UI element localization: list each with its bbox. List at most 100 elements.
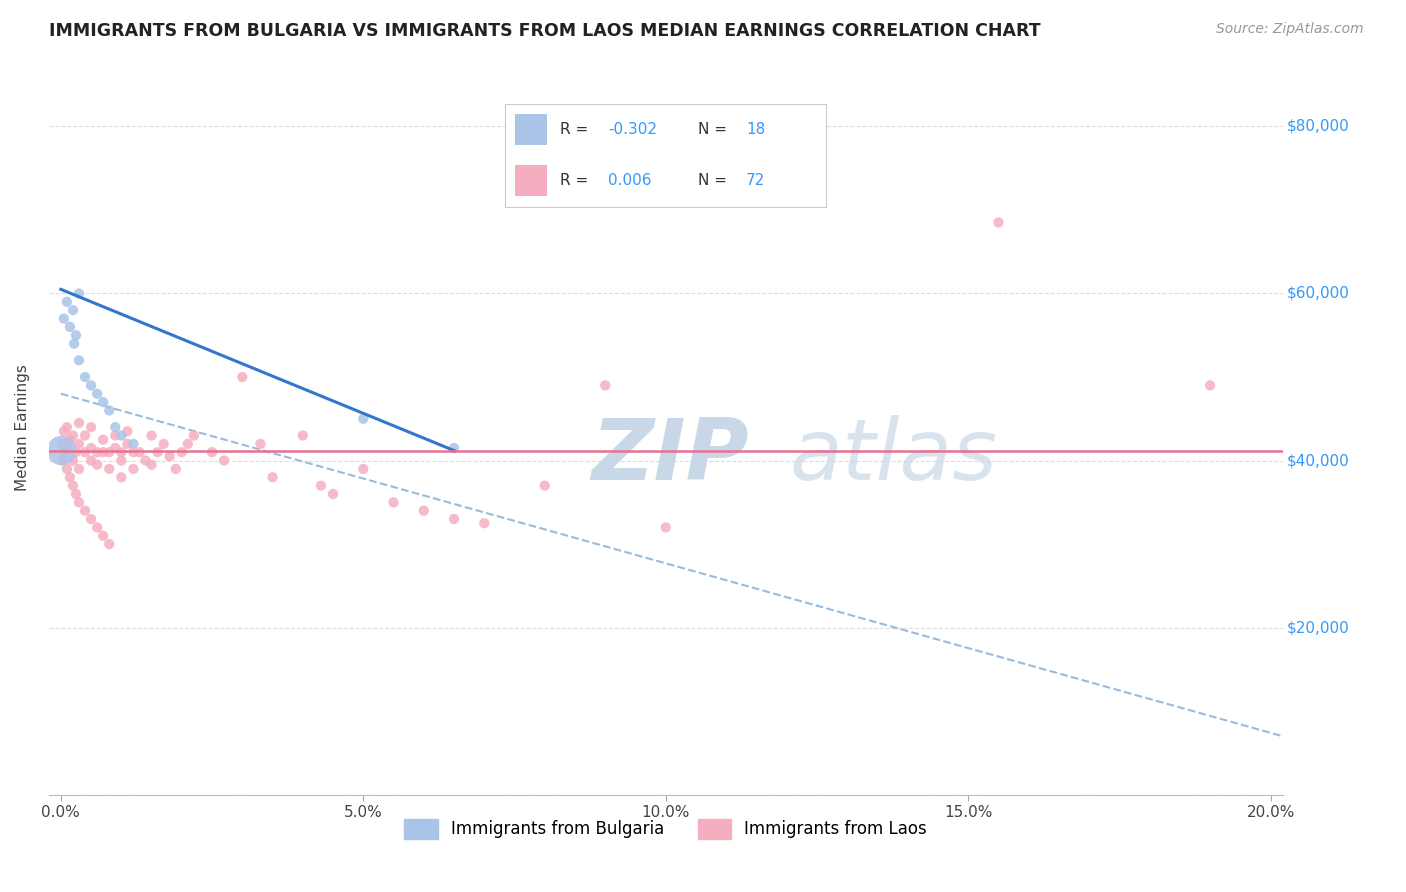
Point (117, 437, 139, 451)
Y-axis label: Median Earnings: Median Earnings (15, 364, 30, 491)
Point (443, 512, 465, 526)
Point (987, 215, 1010, 229)
Point (56, 420, 79, 434)
Point (59, 470, 82, 484)
Point (654, 520, 676, 534)
Point (141, 458, 163, 472)
Point (159, 450, 181, 464)
Point (98, 403, 121, 417)
Point (183, 428, 205, 442)
Point (146, 445, 169, 459)
Point (472, 516, 495, 531)
Text: Source: ZipAtlas.com: Source: ZipAtlas.com (1216, 22, 1364, 37)
Point (56, 294, 79, 309)
Text: IMMIGRANTS FROM BULGARIA VS IMMIGRANTS FROM LAOS MEDIAN EARNINGS CORRELATION CHA: IMMIGRANTS FROM BULGARIA VS IMMIGRANTS F… (49, 22, 1040, 40)
Point (231, 370, 253, 384)
Point (80, 378, 103, 392)
Point (59, 433, 82, 447)
Point (110, 453, 132, 467)
Point (73, 428, 96, 442)
Point (51, 437, 73, 451)
Point (80, 512, 103, 526)
Point (53, 445, 76, 459)
Point (98, 537, 121, 551)
Point (412, 504, 434, 518)
Text: ZIP: ZIP (592, 415, 749, 498)
Point (52, 311, 75, 326)
Point (170, 445, 193, 459)
Point (152, 437, 174, 451)
Point (122, 462, 145, 476)
Point (63, 336, 86, 351)
Point (117, 425, 139, 439)
Point (98, 462, 121, 476)
Text: atlas: atlas (789, 415, 997, 498)
Point (67, 462, 90, 476)
Point (91, 445, 114, 459)
Point (262, 470, 284, 484)
Point (86, 520, 108, 534)
Point (86, 386, 108, 401)
Legend: Immigrants from Bulgaria, Immigrants from Laos: Immigrants from Bulgaria, Immigrants fro… (398, 813, 934, 846)
Point (212, 453, 235, 467)
Point (201, 445, 224, 459)
Point (73, 504, 96, 518)
Point (135, 453, 157, 467)
Text: $60,000: $60,000 (1286, 286, 1350, 301)
Point (51, 443, 73, 458)
Point (122, 437, 145, 451)
Point (110, 428, 132, 442)
Point (80, 420, 103, 434)
Point (80, 441, 103, 455)
Point (352, 462, 374, 476)
Point (104, 441, 127, 455)
Point (533, 478, 555, 492)
Point (56, 462, 79, 476)
Point (56, 441, 79, 455)
Point (104, 428, 127, 442)
Point (122, 445, 145, 459)
Point (291, 428, 314, 442)
Point (62, 478, 84, 492)
Point (67, 437, 90, 451)
Point (62, 303, 84, 318)
Point (62, 453, 84, 467)
Point (73, 445, 96, 459)
Text: $80,000: $80,000 (1286, 119, 1350, 134)
Point (52, 453, 75, 467)
Point (62, 428, 84, 442)
Point (65, 487, 87, 501)
Point (443, 441, 465, 455)
Point (80, 453, 103, 467)
Point (91, 433, 114, 447)
Point (128, 445, 150, 459)
Point (249, 437, 271, 451)
Point (67, 416, 90, 430)
Point (67, 353, 90, 368)
Point (91, 395, 114, 409)
Point (352, 412, 374, 426)
Point (67, 286, 90, 301)
Point (104, 420, 127, 434)
Point (322, 487, 344, 501)
Point (110, 470, 132, 484)
Point (52, 425, 75, 439)
Point (165, 462, 187, 476)
Text: $40,000: $40,000 (1286, 453, 1350, 468)
Point (110, 445, 132, 459)
Point (67, 495, 90, 509)
Point (65, 445, 87, 459)
Point (98, 445, 121, 459)
Point (382, 495, 405, 509)
Point (141, 428, 163, 442)
Point (59, 319, 82, 334)
Text: $20,000: $20,000 (1286, 620, 1350, 635)
Point (86, 458, 108, 472)
Point (177, 437, 200, 451)
Point (593, 378, 616, 392)
Point (309, 478, 332, 492)
Point (86, 445, 108, 459)
Point (91, 529, 114, 543)
Point (1199, 378, 1222, 392)
Point (73, 370, 96, 384)
